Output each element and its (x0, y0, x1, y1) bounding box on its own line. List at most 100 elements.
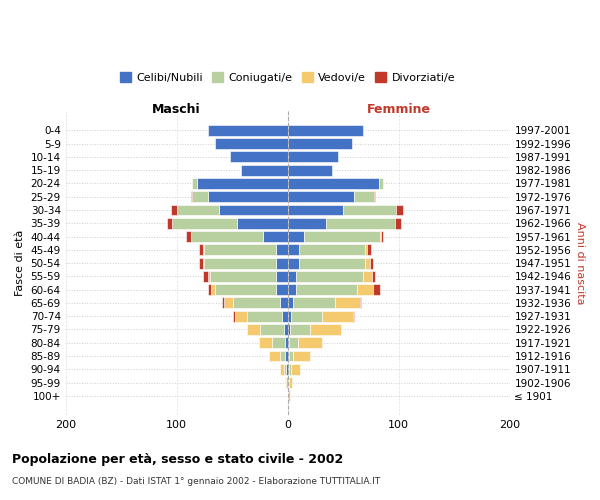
Bar (280, 298, 287, 308)
Bar (397, 204, 403, 216)
Bar (379, 178, 383, 189)
Bar (247, 324, 260, 335)
Bar (310, 324, 341, 335)
Bar (287, 298, 293, 308)
Bar (205, 244, 277, 256)
Y-axis label: Anni di nascita: Anni di nascita (575, 222, 585, 304)
Bar (289, 350, 293, 362)
Bar (277, 244, 287, 256)
Bar (335, 298, 360, 308)
Bar (235, 311, 247, 322)
Bar (208, 192, 287, 202)
Bar (269, 350, 280, 362)
Bar (287, 231, 304, 242)
Bar (241, 164, 287, 175)
Bar (191, 231, 263, 242)
Bar (287, 284, 296, 295)
Bar (374, 192, 375, 202)
Bar (287, 390, 290, 402)
Bar (203, 258, 205, 268)
Bar (299, 258, 365, 268)
Bar (298, 338, 322, 348)
Bar (233, 298, 280, 308)
Bar (287, 258, 299, 268)
Bar (293, 350, 310, 362)
Bar (272, 338, 286, 348)
Bar (296, 284, 358, 295)
Bar (287, 271, 296, 282)
Bar (236, 218, 287, 228)
Text: COMUNE DI BADIA (BZ) - Dati ISTAT 1° gennaio 2002 - Elaborazione TUTTITALIA.IT: COMUNE DI BADIA (BZ) - Dati ISTAT 1° gen… (12, 476, 380, 486)
Bar (203, 244, 205, 256)
Bar (185, 231, 191, 242)
Bar (176, 204, 219, 216)
Bar (247, 311, 282, 322)
Bar (287, 350, 289, 362)
Bar (230, 152, 287, 162)
Bar (365, 258, 370, 268)
Bar (287, 244, 299, 256)
Bar (277, 271, 287, 282)
Bar (287, 125, 363, 136)
Bar (299, 244, 365, 256)
Bar (287, 377, 289, 388)
Bar (287, 164, 332, 175)
Legend: Celibi/Nubili, Coniugati/e, Vedovi/e, Divorziati/e: Celibi/Nubili, Coniugati/e, Vedovi/e, Di… (115, 68, 460, 87)
Bar (224, 298, 233, 308)
Bar (282, 311, 287, 322)
Bar (381, 231, 383, 242)
Bar (287, 152, 338, 162)
Bar (171, 204, 176, 216)
Bar (291, 311, 322, 322)
Bar (203, 271, 208, 282)
Bar (289, 364, 291, 375)
Bar (370, 258, 373, 268)
Bar (284, 324, 287, 335)
Bar (304, 231, 380, 242)
Bar (380, 231, 381, 242)
Bar (395, 218, 401, 228)
Bar (290, 324, 310, 335)
Bar (211, 284, 215, 295)
Text: Femmine: Femmine (367, 104, 431, 117)
Bar (233, 311, 235, 322)
Y-axis label: Fasce di età: Fasce di età (15, 230, 25, 296)
Bar (277, 284, 287, 295)
Bar (280, 350, 286, 362)
Bar (358, 284, 373, 295)
Bar (372, 271, 375, 282)
Bar (365, 244, 367, 256)
Bar (287, 204, 343, 216)
Bar (280, 364, 284, 375)
Bar (287, 311, 291, 322)
Bar (215, 138, 287, 149)
Bar (354, 192, 374, 202)
Bar (293, 298, 335, 308)
Bar (208, 271, 210, 282)
Bar (289, 338, 298, 348)
Bar (191, 192, 192, 202)
Bar (286, 364, 287, 375)
Bar (210, 271, 277, 282)
Bar (363, 271, 372, 282)
Text: Popolazione per età, sesso e stato civile - 2002: Popolazione per età, sesso e stato civil… (12, 452, 343, 466)
Bar (360, 298, 361, 308)
Bar (287, 218, 326, 228)
Bar (172, 218, 236, 228)
Bar (287, 178, 379, 189)
Bar (286, 350, 287, 362)
Text: Maschi: Maschi (152, 104, 201, 117)
Bar (192, 192, 208, 202)
Bar (353, 311, 354, 322)
Bar (287, 138, 352, 149)
Bar (286, 377, 287, 388)
Bar (222, 298, 224, 308)
Bar (286, 338, 287, 348)
Bar (373, 284, 380, 295)
Bar (260, 324, 284, 335)
Bar (208, 284, 211, 295)
Bar (205, 258, 277, 268)
Bar (287, 324, 290, 335)
Bar (284, 364, 286, 375)
Bar (343, 204, 397, 216)
